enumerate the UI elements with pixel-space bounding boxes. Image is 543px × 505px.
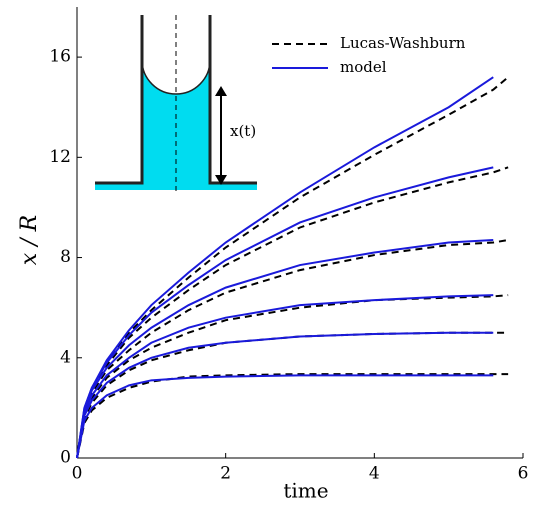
y-tick-label: 16: [49, 47, 71, 67]
tube-wall: [95, 15, 257, 185]
series-line: [76, 239, 494, 459]
inset-label: x(t): [230, 122, 256, 140]
inset-diagram: x(t): [95, 15, 257, 192]
series-line: [76, 76, 509, 459]
series-line: [76, 239, 509, 459]
x-tick-label: 2: [220, 464, 231, 484]
y-tick-label: 8: [60, 247, 71, 267]
x-tick-label: 4: [369, 464, 380, 484]
y-tick-label: 12: [49, 147, 71, 167]
series-line: [76, 374, 494, 459]
series-line: [76, 331, 509, 459]
x-tick-label: 0: [72, 464, 83, 484]
series-line: [76, 331, 494, 459]
y-axis-label: x / R: [17, 215, 42, 265]
x-tick-label: 6: [518, 464, 529, 484]
meniscus: [141, 59, 211, 95]
series-line: [76, 294, 494, 459]
series-line: [76, 166, 494, 459]
arrowheads: [215, 86, 227, 185]
y-tick-label: 0: [60, 448, 71, 468]
x-axis-label: time: [283, 479, 328, 503]
legend-label: model: [340, 58, 387, 76]
series-line: [76, 76, 494, 459]
legend-label: Lucas-Washburn: [340, 34, 466, 52]
series-line: [76, 373, 509, 459]
series-line: [76, 166, 509, 459]
y-tick-label: 4: [60, 347, 71, 367]
